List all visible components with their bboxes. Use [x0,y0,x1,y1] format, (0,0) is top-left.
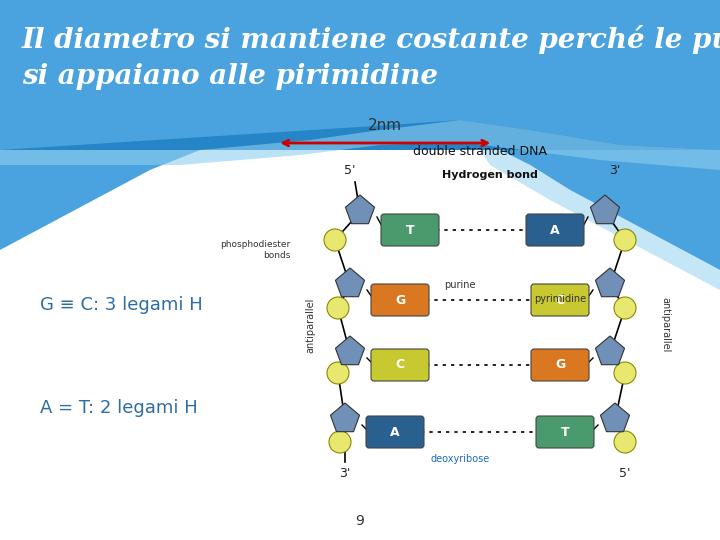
FancyBboxPatch shape [531,284,589,316]
Text: Il diametro si mantiene costante perché le purine: Il diametro si mantiene costante perché … [22,25,720,55]
Polygon shape [0,0,720,150]
FancyBboxPatch shape [531,349,589,381]
FancyBboxPatch shape [536,416,594,448]
Text: deoxyribose: deoxyribose [431,454,490,464]
Text: T: T [561,426,570,438]
Text: G: G [555,359,565,372]
Polygon shape [346,195,374,224]
Text: T: T [405,224,414,237]
FancyBboxPatch shape [526,214,584,246]
Text: pyrimidine: pyrimidine [534,294,586,304]
Text: Hydrogen bond: Hydrogen bond [442,170,538,180]
Polygon shape [595,268,624,296]
Text: 3': 3' [339,467,351,480]
Text: phosphodiester
bonds: phosphodiester bonds [220,240,290,260]
Text: C: C [395,359,405,372]
Circle shape [327,297,349,319]
Polygon shape [590,195,619,224]
Text: A: A [390,426,400,438]
Text: double stranded DNA: double stranded DNA [413,145,547,158]
Polygon shape [0,120,720,170]
Circle shape [327,362,349,384]
Polygon shape [330,403,359,431]
Text: A = T: 2 legami H: A = T: 2 legami H [40,399,197,417]
FancyBboxPatch shape [381,214,439,246]
Text: 3': 3' [609,164,621,177]
Polygon shape [500,150,720,270]
Polygon shape [336,336,364,364]
Circle shape [614,229,636,251]
Text: 9: 9 [356,514,364,528]
Circle shape [329,431,351,453]
Text: 5': 5' [344,164,356,177]
Text: purine: purine [444,280,476,290]
Text: G ≡ C: 3 legami H: G ≡ C: 3 legami H [40,296,202,314]
Text: A: A [550,224,560,237]
Polygon shape [595,336,624,364]
Circle shape [614,297,636,319]
Circle shape [324,229,346,251]
Circle shape [614,362,636,384]
Text: antiparallel: antiparallel [305,298,315,353]
FancyBboxPatch shape [371,349,429,381]
Text: 5': 5' [619,467,631,480]
Text: G: G [395,294,405,307]
FancyBboxPatch shape [371,284,429,316]
Polygon shape [0,150,200,250]
Polygon shape [600,403,629,431]
Polygon shape [0,0,720,150]
FancyBboxPatch shape [366,416,424,448]
Text: antiparallel: antiparallel [660,298,670,353]
Text: 2nm: 2nm [368,118,402,133]
Polygon shape [480,150,720,290]
Text: si appaiano alle pirimidine: si appaiano alle pirimidine [22,64,438,91]
Circle shape [614,431,636,453]
Polygon shape [336,268,364,296]
Text: C: C [555,294,564,307]
